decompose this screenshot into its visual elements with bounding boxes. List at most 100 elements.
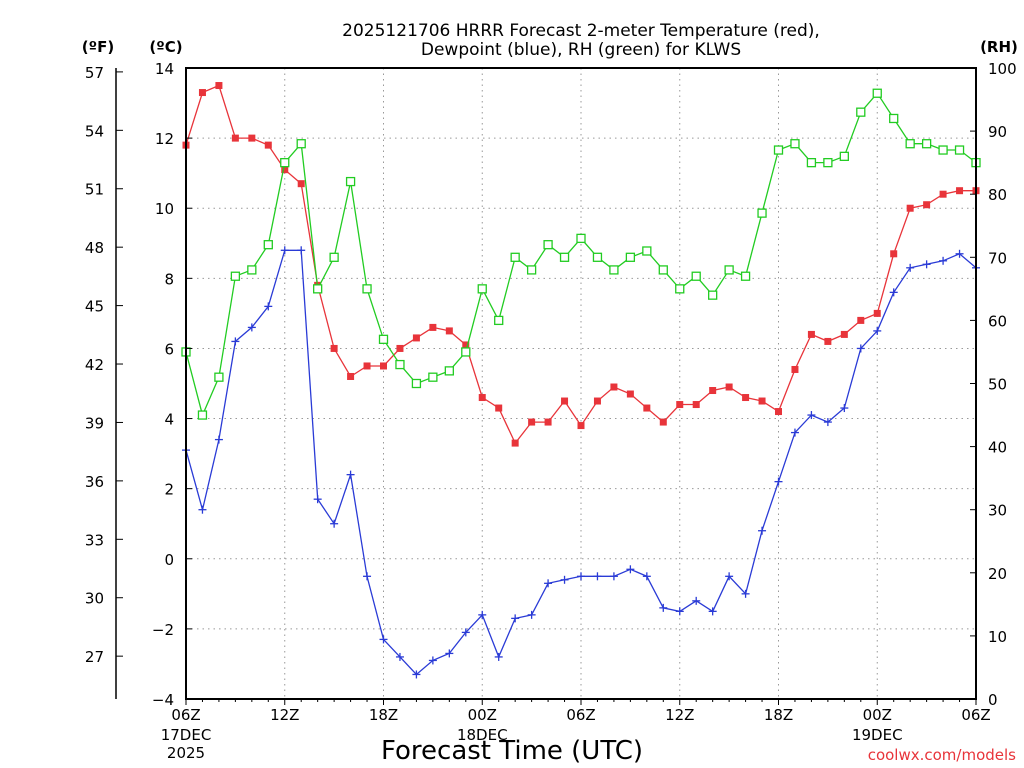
x-tick-label-time: 12Z <box>270 706 299 724</box>
temperature-point <box>873 309 881 317</box>
rh-point <box>609 265 619 275</box>
x-tick-label-date: 17DEC <box>161 726 212 744</box>
rh-point <box>642 246 652 256</box>
unit-label-rh: (RH) <box>980 38 1018 56</box>
x-axis-label: Forecast Time (UTC) <box>381 736 643 766</box>
rh-point <box>823 157 833 168</box>
rh-point <box>296 139 306 149</box>
temperature-point <box>643 404 651 412</box>
rh-point <box>773 145 784 155</box>
temperature-point <box>807 330 815 338</box>
temperature-point <box>593 397 601 405</box>
celsius-tick-label: 6 <box>164 340 174 358</box>
x-tick-label-date: 19DEC <box>852 726 903 744</box>
rh-point <box>444 366 454 376</box>
fahrenheit-tick-label: 27 <box>85 648 104 666</box>
temperature-point <box>956 187 964 195</box>
unit-label-celsius: (ºC) <box>149 38 182 56</box>
rh-point <box>806 157 817 168</box>
celsius-tick-label: −4 <box>152 691 174 709</box>
temperature-point <box>791 365 799 373</box>
temperature-point <box>923 201 931 209</box>
rh-point <box>559 252 570 262</box>
unit-label-fahrenheit: (ºF) <box>82 38 114 56</box>
rh-point <box>411 378 422 389</box>
rh-point <box>378 334 389 344</box>
temperature-point <box>544 418 552 426</box>
celsius-tick-label: −2 <box>152 621 174 639</box>
rh-point <box>658 265 668 275</box>
celsius-tick-label: 12 <box>155 130 174 148</box>
temperature-point <box>709 387 717 395</box>
temperature-point <box>198 89 206 97</box>
rh-point <box>576 233 586 244</box>
rh-point <box>313 284 323 294</box>
rh-tick-label: 90 <box>988 123 1007 141</box>
chart-title-line2: Dewpoint (blue), RH (green) for KLWS <box>421 40 741 60</box>
temperature-point <box>445 327 453 335</box>
x-tick-label-time: 06Z <box>566 706 595 724</box>
rh-point <box>675 284 685 294</box>
fahrenheit-tick-label: 45 <box>85 298 104 316</box>
rh-point <box>395 359 405 370</box>
temperature-point <box>528 418 536 426</box>
rh-tick-label: 70 <box>988 249 1007 267</box>
temperature-point <box>906 204 914 212</box>
rh-tick-label: 60 <box>988 312 1007 330</box>
rh-tick-label: 10 <box>988 628 1007 646</box>
rh-tick-label: 50 <box>988 376 1007 394</box>
rh-point <box>280 157 290 168</box>
celsius-tick-label: 10 <box>155 200 174 218</box>
temperature-point <box>248 134 256 142</box>
fahrenheit-tick-label: 30 <box>85 590 104 608</box>
rh-point <box>362 284 372 294</box>
rh-point <box>740 271 751 281</box>
temperature-point <box>676 401 684 409</box>
rh-point <box>790 139 800 149</box>
temperature-point <box>478 394 486 402</box>
temperature-point <box>939 190 947 198</box>
x-tick-label-time: 12Z <box>665 706 694 724</box>
fahrenheit-tick-label: 54 <box>85 122 104 140</box>
rh-point <box>872 88 882 98</box>
celsius-tick-label: 0 <box>164 551 174 569</box>
rh-tick-label: 30 <box>988 502 1007 520</box>
temperature-point <box>561 397 569 405</box>
fahrenheit-tick-label: 36 <box>85 473 104 491</box>
temperature-point <box>363 362 371 370</box>
rh-point <box>494 315 504 326</box>
rh-point <box>230 271 241 281</box>
temperature-point <box>775 408 782 416</box>
fahrenheit-tick-label: 39 <box>85 414 104 432</box>
temperature-point <box>462 341 470 349</box>
rh-point <box>691 271 701 281</box>
rh-point <box>345 176 356 187</box>
temperature-point <box>281 166 289 174</box>
rh-tick-label: 40 <box>988 439 1007 457</box>
fahrenheit-tick-label: 51 <box>85 181 104 199</box>
temperature-point <box>330 344 338 352</box>
temperature-point <box>495 404 503 412</box>
temperature-point <box>758 397 766 405</box>
fahrenheit-tick-label: 48 <box>85 239 104 257</box>
x-tick-label-time: 06Z <box>961 706 990 724</box>
temperature-point <box>742 394 750 402</box>
rh-point <box>477 284 487 294</box>
fahrenheit-tick-label: 42 <box>85 356 104 374</box>
temperature-point <box>264 141 272 149</box>
rh-point <box>461 347 471 357</box>
rh-point <box>625 252 636 262</box>
rh-point <box>708 290 718 300</box>
rh-point <box>724 265 734 275</box>
rh-tick-label: 20 <box>988 565 1007 583</box>
temperature-point <box>297 180 305 188</box>
rh-point <box>197 410 208 420</box>
rh-point <box>247 265 257 275</box>
x-tick-label-time: 00Z <box>863 706 892 724</box>
temperature-point <box>577 422 585 430</box>
temperature-point <box>610 383 618 391</box>
x-tick-label-time: 18Z <box>764 706 793 724</box>
rh-point <box>543 240 553 250</box>
temperature-point <box>840 330 848 338</box>
